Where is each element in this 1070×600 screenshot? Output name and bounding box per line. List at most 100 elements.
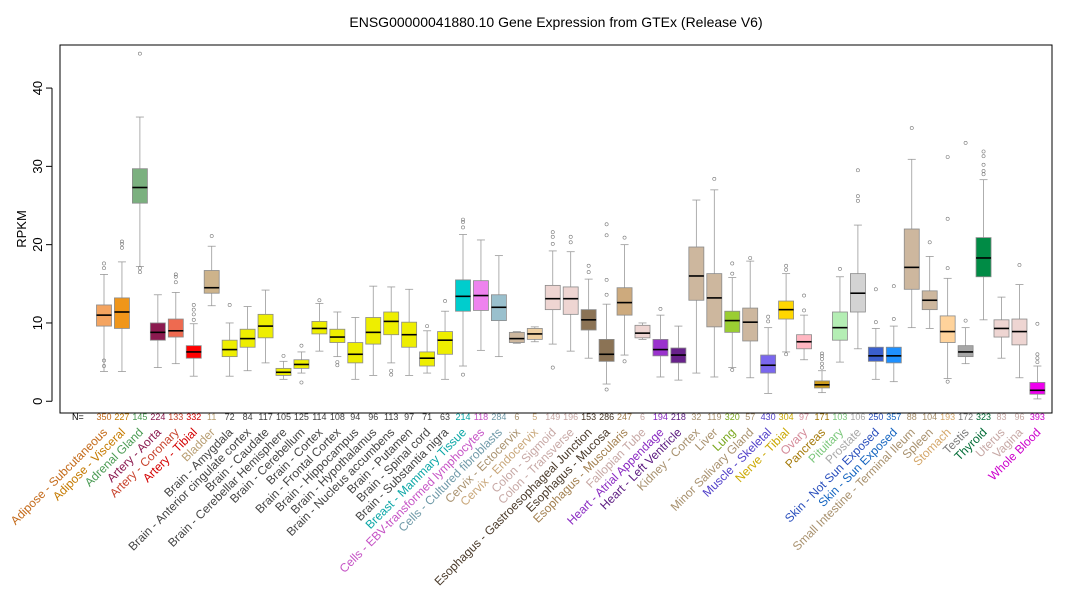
sample-count: 108 xyxy=(330,412,345,422)
outlier-point xyxy=(802,308,806,313)
sample-count: 117 xyxy=(258,412,272,422)
box-kidney-cortex xyxy=(688,199,705,374)
outlier-point xyxy=(730,368,735,372)
outlier-point xyxy=(1017,263,1022,267)
sample-count: 6 xyxy=(640,412,645,422)
chart-title: ENSG00000041880.10 Gene Expression from … xyxy=(349,14,762,30)
box-ovary xyxy=(796,293,812,361)
sample-count: 227 xyxy=(114,412,129,422)
box-artery-coronary xyxy=(167,272,184,365)
outlier-point xyxy=(173,272,178,277)
box-brain-hypothalamus xyxy=(365,285,382,376)
box-iqr xyxy=(329,328,346,343)
box-colon-sigmoid xyxy=(544,230,561,370)
box-iqr xyxy=(365,317,382,345)
box-brain-cortex xyxy=(311,298,328,352)
y-tick-label: 10 xyxy=(30,316,45,330)
box-iqr xyxy=(867,346,884,362)
sample-count: 250 xyxy=(868,412,883,422)
box-testis xyxy=(957,140,974,365)
outlier-point xyxy=(335,363,340,368)
box-colon-transverse xyxy=(562,234,579,352)
sample-count: 88 xyxy=(907,412,917,422)
sample-count: 214 xyxy=(455,412,470,422)
box-brain-substantia-nigra xyxy=(437,299,453,380)
outlier-point xyxy=(820,361,824,366)
sample-count: 320 xyxy=(725,412,740,422)
outlier-point xyxy=(1035,352,1040,357)
outlier-point xyxy=(120,245,124,250)
box-iqr xyxy=(221,339,238,358)
outlier-point xyxy=(120,239,124,244)
box-iqr xyxy=(742,307,759,342)
box-iqr xyxy=(903,228,920,290)
box-skin-not-sun-exposed xyxy=(867,287,884,380)
outlier-point xyxy=(1035,321,1040,326)
y-tick-label: 40 xyxy=(30,81,45,95)
outlier-point xyxy=(927,240,932,245)
box-bladder xyxy=(203,234,220,307)
sample-count: 84 xyxy=(243,412,253,422)
box-iqr xyxy=(832,311,848,341)
box-fallopian-tube xyxy=(634,322,651,340)
outlier-point xyxy=(389,368,394,373)
sample-count: 218 xyxy=(671,412,686,422)
box-iqr xyxy=(131,168,148,204)
box-esophagus-gastroesophageal-junction xyxy=(580,263,597,359)
sample-count: 114 xyxy=(312,412,326,422)
sample-count: 247 xyxy=(617,412,632,422)
outlier-point xyxy=(281,353,286,358)
outlier-point xyxy=(209,234,214,238)
plot-frame xyxy=(59,44,1053,414)
sample-count: 125 xyxy=(294,412,309,422)
outlier-point xyxy=(191,303,196,307)
box-iqr xyxy=(167,318,184,338)
outlier-point xyxy=(425,324,430,328)
y-axis-label: RPKM xyxy=(14,210,29,248)
box-esophagus-mucosa xyxy=(598,222,615,392)
box-cells-cultured-fibroblasts xyxy=(490,255,507,358)
box-brain-amygdala xyxy=(221,303,238,377)
outlier-point xyxy=(461,372,465,377)
outlier-point xyxy=(873,287,878,292)
sample-count: 286 xyxy=(599,412,614,422)
sample-count: 284 xyxy=(491,412,506,422)
outlier-point xyxy=(102,266,106,271)
box-adrenal-gland xyxy=(131,51,148,274)
box-brain-spinal-cord xyxy=(419,324,436,374)
sample-count: 32 xyxy=(691,412,701,422)
box-heart-atrial-appendage xyxy=(652,306,669,378)
box-brain-frontal-cortex xyxy=(329,311,346,368)
box-muscle-skeletal xyxy=(760,314,777,394)
sample-count: 196 xyxy=(563,412,578,422)
outlier-point xyxy=(227,303,232,307)
outlier-point xyxy=(981,154,986,159)
sample-count: 71 xyxy=(422,412,432,422)
sample-count: 94 xyxy=(350,412,360,422)
sample-count: 194 xyxy=(653,412,668,422)
outlier-point xyxy=(730,271,735,276)
box-iqr xyxy=(598,338,615,362)
outlier-point xyxy=(981,149,986,154)
outlier-point xyxy=(784,267,789,272)
outlier-point xyxy=(317,298,322,303)
outlier-point xyxy=(909,126,914,130)
sample-count: 350 xyxy=(96,412,111,422)
outlier-point xyxy=(820,357,824,361)
box-brain-cerebellar-hemisphere xyxy=(275,353,292,380)
outlier-point xyxy=(299,380,304,385)
y-tick-label: 30 xyxy=(30,159,45,173)
box-thyroid xyxy=(975,149,992,321)
outlier-point xyxy=(461,225,465,230)
sample-count: 96 xyxy=(1014,412,1024,422)
sample-count: 149 xyxy=(545,412,560,422)
sample-count: 393 xyxy=(1030,412,1045,422)
outlier-point xyxy=(766,319,771,324)
sample-count: 96 xyxy=(368,412,378,422)
sample-count: 332 xyxy=(186,412,201,422)
box-artery-aorta xyxy=(149,294,166,368)
outlier-point xyxy=(550,230,555,235)
sample-count: 153 xyxy=(581,412,596,422)
